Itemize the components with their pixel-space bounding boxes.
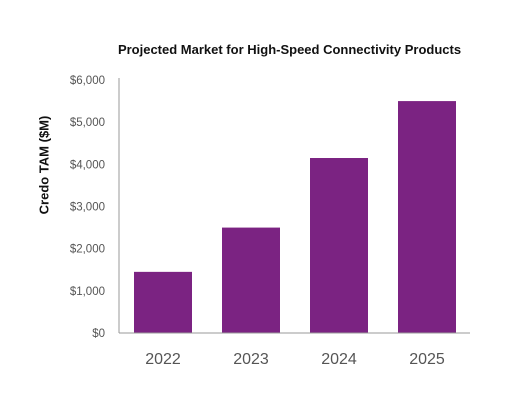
y-axis-ticks: $0 $1,000 $2,000 $3,000 $4,000 $5,000 $6,000 bbox=[70, 75, 105, 340]
bar-2023 bbox=[222, 227, 280, 333]
y-tick-label: $2,000 bbox=[70, 244, 105, 256]
chart-title: Projected Market for High-Speed Connecti… bbox=[117, 42, 462, 57]
x-tick-label: 2025 bbox=[409, 351, 445, 368]
x-tick-label: 2022 bbox=[145, 351, 181, 368]
y-tick-label: $5,000 bbox=[70, 117, 105, 129]
y-tick-label: $0 bbox=[92, 328, 105, 340]
y-tick-label: $6,000 bbox=[70, 75, 105, 87]
bars bbox=[134, 101, 456, 333]
bar-2025 bbox=[398, 101, 456, 333]
y-tick-label: $3,000 bbox=[70, 202, 105, 214]
x-tick-label: 2024 bbox=[321, 351, 357, 368]
y-tick-label: $4,000 bbox=[70, 159, 105, 171]
x-axis-labels: 2022 2023 2024 2025 bbox=[145, 351, 445, 368]
y-tick-label: $1,000 bbox=[70, 286, 105, 298]
bar-2024 bbox=[310, 158, 368, 333]
bar-2022 bbox=[134, 271, 192, 333]
x-tick-label: 2023 bbox=[233, 351, 269, 368]
